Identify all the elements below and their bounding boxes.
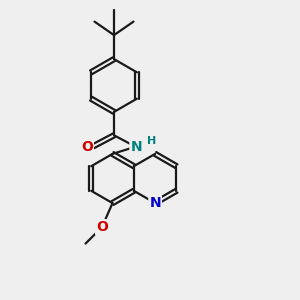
Text: H: H bbox=[147, 136, 156, 146]
Text: N: N bbox=[130, 140, 142, 154]
Text: N: N bbox=[149, 196, 161, 210]
Text: O: O bbox=[81, 140, 93, 154]
Text: O: O bbox=[96, 220, 108, 234]
